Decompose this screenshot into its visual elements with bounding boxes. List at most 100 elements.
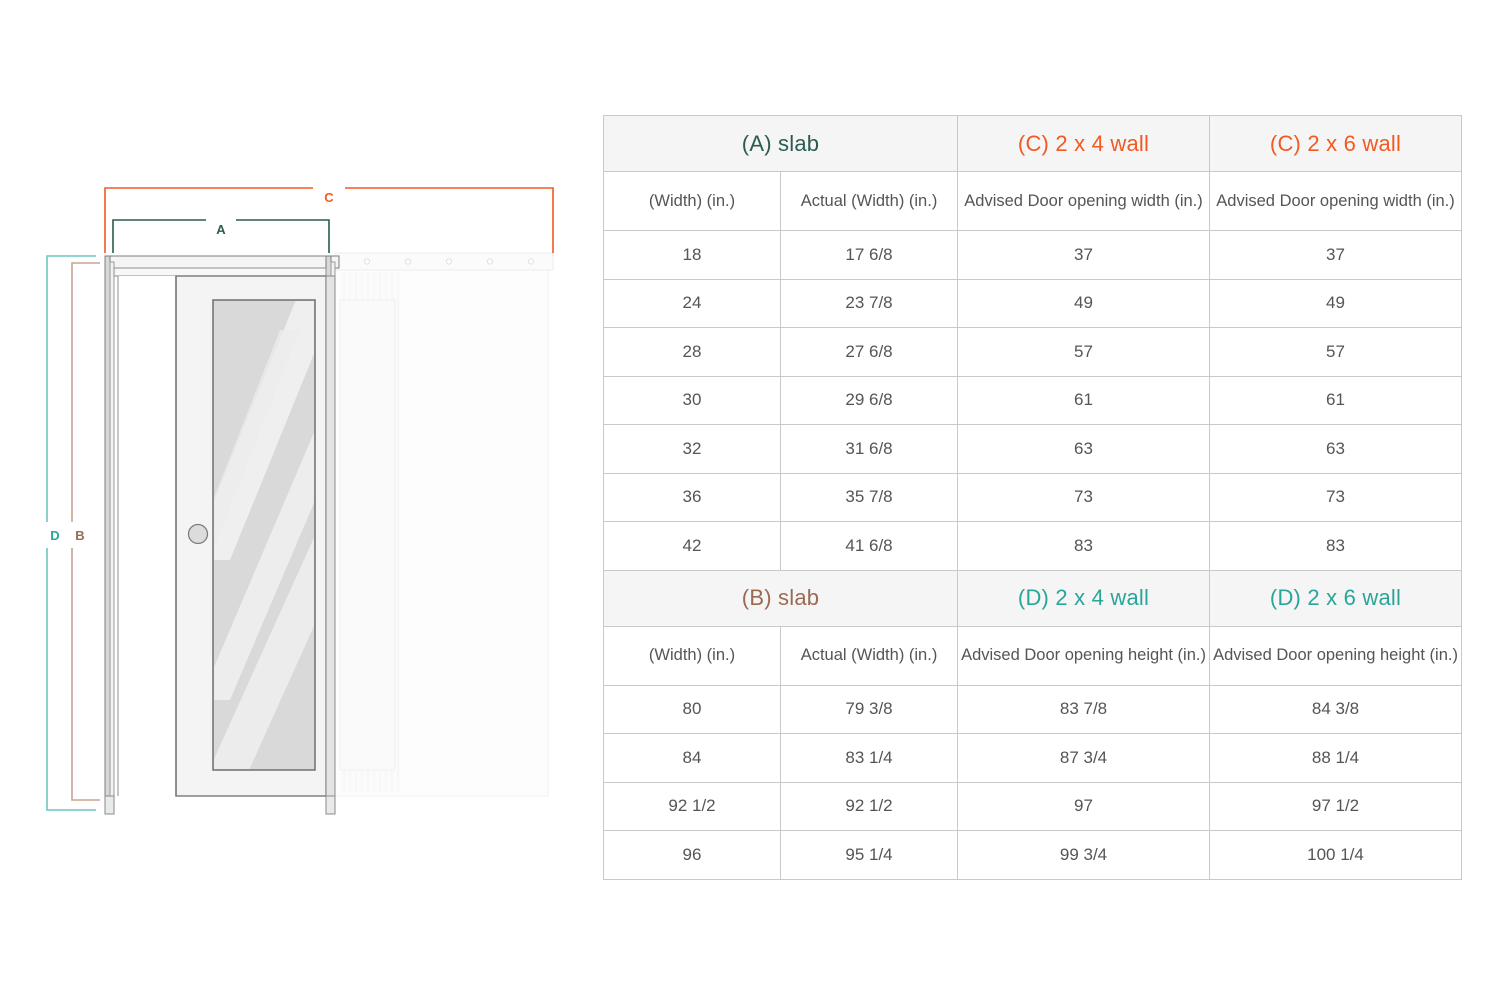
column-header-cell: Actual (Width) (in.): [779, 625, 959, 686]
table-row: 96 95 1/4 99 3/4 100 1/4: [603, 830, 1463, 880]
column-header-cell: Advised Door opening height (in.): [957, 625, 1211, 686]
group-header-text: slab: [771, 130, 820, 156]
table-cell: 83 1/4: [779, 733, 959, 783]
jamb-foot-right: [325, 795, 336, 815]
table-row: 32 31 6/8 63 63: [603, 424, 1463, 474]
column-header-row: (Width) (in.) Actual (Width) (in.) Advised…: [603, 625, 1463, 686]
table-cell: 84 3/8: [1209, 684, 1463, 734]
table-cell: 49: [1209, 278, 1463, 328]
dimension-bracket-D: D: [46, 255, 96, 811]
glass-reflection: [214, 301, 314, 769]
door-pull-handle-icon: [187, 523, 209, 545]
table-row: 36 35 7/8 73 73: [603, 472, 1463, 522]
table-cell: 92 1/2: [603, 781, 781, 831]
door-leading-edge: [325, 275, 336, 797]
group-header-text: 2 x 6 wall: [1301, 585, 1402, 610]
column-header-cell: Advised Door opening height (in.): [1209, 625, 1463, 686]
table-cell: 57: [1209, 327, 1463, 377]
table-row: 84 83 1/4 87 3/4 88 1/4: [603, 733, 1463, 783]
dimension-bracket-C: C: [104, 187, 554, 253]
door-diagram: C A D B: [0, 0, 600, 1000]
dimension-label-A: A: [216, 222, 226, 237]
table-row: 18 17 6/8 37 37: [603, 230, 1463, 280]
group-header-cell: (D) 2 x 6 wall: [1209, 569, 1463, 627]
group-header-key: (C): [1269, 130, 1302, 156]
table-cell: 80: [603, 684, 781, 734]
table-row: 30 29 6/8 61 61: [603, 375, 1463, 425]
table-cell: 23 7/8: [779, 278, 959, 328]
group-header-key: (D): [1017, 585, 1050, 610]
table-cell: 37: [1209, 230, 1463, 280]
column-header-row: (Width) (in.) Actual (Width) (in.) Advised…: [603, 171, 1463, 231]
table-cell: 100 1/4: [1209, 830, 1463, 880]
group-header-key: (C): [1017, 130, 1050, 156]
table-row: 24 23 7/8 49 49: [603, 278, 1463, 328]
table-cell: 97: [957, 781, 1211, 831]
table-cell: 95 1/4: [779, 830, 959, 880]
table-cell: 49: [957, 278, 1211, 328]
jamb-foot-left: [104, 795, 115, 815]
door-size-spec-table: (A) slab (C) 2 x 4 wall (C) 2 x 6 wall (Wid…: [602, 115, 1463, 880]
dimension-bracket-A: A: [112, 219, 330, 253]
table-cell: 88 1/4: [1209, 733, 1463, 783]
table-cell: 61: [1209, 375, 1463, 425]
dimension-label-D: D: [50, 528, 59, 543]
table-cell: 96: [603, 830, 781, 880]
table-cell: 61: [957, 375, 1211, 425]
group-header-row: (B) slab (D) 2 x 4 wall (D) 2 x 6 wall: [602, 569, 1463, 627]
group-header-text: 2 x 6 wall: [1301, 130, 1402, 156]
group-header-key: (A): [741, 130, 772, 156]
table-cell: 28: [603, 327, 781, 377]
ghost-door-group: [333, 265, 549, 797]
table-cell: 37: [957, 230, 1211, 280]
table-cell: 57: [957, 327, 1211, 377]
dimension-label-B: B: [75, 528, 84, 543]
table-row: 92 1/2 92 1/2 97 97 1/2: [603, 781, 1463, 831]
door-track-rail: [334, 252, 554, 271]
table-row: 80 79 3/8 83 7/8 84 3/8: [603, 684, 1463, 734]
table-cell: 84: [603, 733, 781, 783]
column-header-cell: (Width) (in.): [603, 171, 781, 231]
group-header-text: slab: [771, 585, 820, 610]
table-cell: 30: [603, 375, 781, 425]
table-row: 28 27 6/8 57 57: [603, 327, 1463, 377]
table-cell: 73: [957, 472, 1211, 522]
table-cell: 97 1/2: [1209, 781, 1463, 831]
table-cell: 32: [603, 424, 781, 474]
table-cell: 92 1/2: [779, 781, 959, 831]
column-header-cell: Advised Door opening width (in.): [957, 171, 1211, 231]
table-cell: 35 7/8: [779, 472, 959, 522]
group-header-key: (B): [741, 585, 772, 610]
column-header-cell: (Width) (in.): [603, 625, 781, 686]
table-cell: 87 3/4: [957, 733, 1211, 783]
group-header-row: (A) slab (C) 2 x 4 wall (C) 2 x 6 wall: [602, 115, 1463, 172]
table-cell: 18: [603, 230, 781, 280]
group-header-key: (D): [1269, 585, 1302, 610]
table-cell: 42: [603, 521, 781, 571]
door-slab: [175, 275, 327, 797]
table-cell: 29 6/8: [779, 375, 959, 425]
table-cell: 99 3/4: [957, 830, 1211, 880]
door-diagram-svg: C A D B: [46, 187, 554, 815]
table-cell: 63: [1209, 424, 1463, 474]
table-cell: 83: [957, 521, 1211, 571]
group-header-cell: (B) slab: [602, 569, 959, 627]
table-cell: 63: [957, 424, 1211, 474]
table-cell: 79 3/8: [779, 684, 959, 734]
wall-cavity: [118, 276, 178, 796]
column-header-cell: Actual (Width) (in.): [779, 171, 959, 231]
group-header-cell: (A) slab: [602, 115, 959, 172]
column-header-cell: Advised Door opening width (in.): [1209, 171, 1463, 231]
table-cell: 24: [603, 278, 781, 328]
dimension-label-C: C: [324, 190, 334, 205]
table-cell: 31 6/8: [779, 424, 959, 474]
group-header-text: 2 x 4 wall: [1049, 585, 1150, 610]
table-cell: 27 6/8: [779, 327, 959, 377]
table-cell: 41 6/8: [779, 521, 959, 571]
table-cell: 17 6/8: [779, 230, 959, 280]
table-cell: 83: [1209, 521, 1463, 571]
table-cell: 73: [1209, 472, 1463, 522]
table-cell: 36: [603, 472, 781, 522]
group-header-cell: (C) 2 x 6 wall: [1209, 115, 1463, 172]
table-cell: 83 7/8: [957, 684, 1211, 734]
